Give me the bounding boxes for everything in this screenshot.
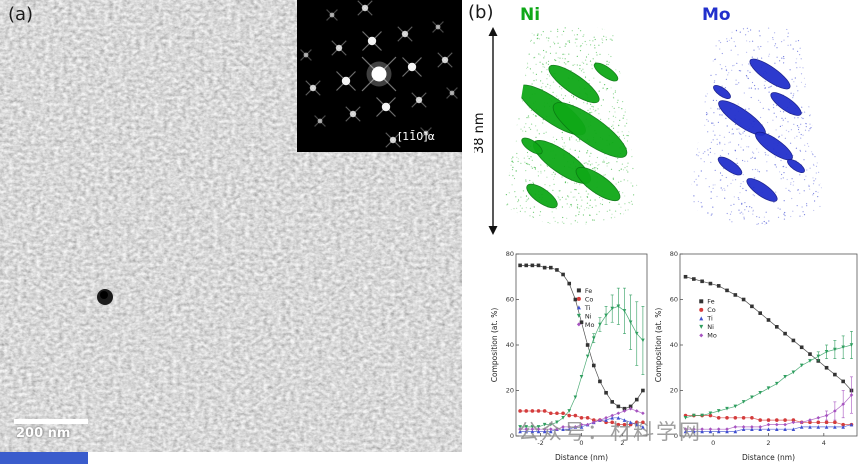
svg-text:Ni: Ni (585, 312, 592, 320)
svg-text:Ti: Ti (706, 315, 713, 323)
svg-text:80: 80 (670, 250, 678, 258)
bottom-blue-strip (0, 452, 88, 464)
scale-arrow-38nm: 38 nm (474, 27, 498, 235)
zone-axis-label: [11̄0]α (398, 130, 435, 143)
scale-bar (14, 419, 88, 424)
svg-text:Composition (at. %): Composition (at. %) (654, 308, 663, 383)
svg-text:Fe: Fe (585, 287, 592, 295)
scale-arrow-label: 38 nm (474, 112, 487, 154)
scale-bar-label: 200 nm (16, 426, 71, 441)
svg-text:Ni: Ni (707, 323, 714, 331)
ni-map-title: Ni (520, 5, 541, 25)
svg-text:40: 40 (670, 341, 678, 349)
svg-text:0: 0 (674, 432, 678, 440)
svg-text:0: 0 (510, 432, 514, 440)
svg-text:Fe: Fe (707, 298, 714, 306)
arrow-head-top (488, 27, 498, 36)
svg-text:Mo: Mo (585, 321, 595, 329)
svg-text:Co: Co (707, 306, 716, 314)
svg-text:Distance (nm): Distance (nm) (742, 453, 795, 462)
svg-text:Ti: Ti (584, 304, 591, 312)
svg-text:Distance (nm): Distance (nm) (555, 453, 608, 462)
svg-text:20: 20 (670, 387, 678, 395)
svg-text:2: 2 (620, 439, 624, 447)
svg-text:-2: -2 (537, 439, 543, 447)
diffraction-pattern-inset (297, 0, 462, 152)
dark-particle-core (100, 291, 108, 299)
panel-a-tem: (a) 200 nm [11̄0]α (0, 0, 462, 464)
svg-text:60: 60 (506, 296, 514, 304)
svg-text:20: 20 (506, 387, 514, 395)
svg-text:Mo: Mo (707, 332, 717, 340)
apt-map-ni (504, 26, 640, 225)
svg-text:Co: Co (585, 295, 594, 303)
svg-text:0: 0 (711, 439, 715, 447)
svg-text:40: 40 (506, 341, 514, 349)
panel-a-label: (a) (8, 4, 34, 25)
arrow-head-bottom (488, 226, 498, 235)
mo-map-title: Mo (702, 5, 731, 25)
svg-text:80: 80 (506, 250, 514, 258)
apt-map-mo (688, 26, 824, 225)
panel-b-label: (b) (468, 2, 494, 23)
svg-text:4: 4 (822, 439, 826, 447)
svg-text:0: 0 (579, 439, 583, 447)
svg-text:Composition (at. %): Composition (at. %) (490, 308, 499, 383)
svg-text:60: 60 (670, 296, 678, 304)
svg-text:2: 2 (766, 439, 770, 447)
watermark-text: 公众号：材料学网 (518, 420, 702, 444)
